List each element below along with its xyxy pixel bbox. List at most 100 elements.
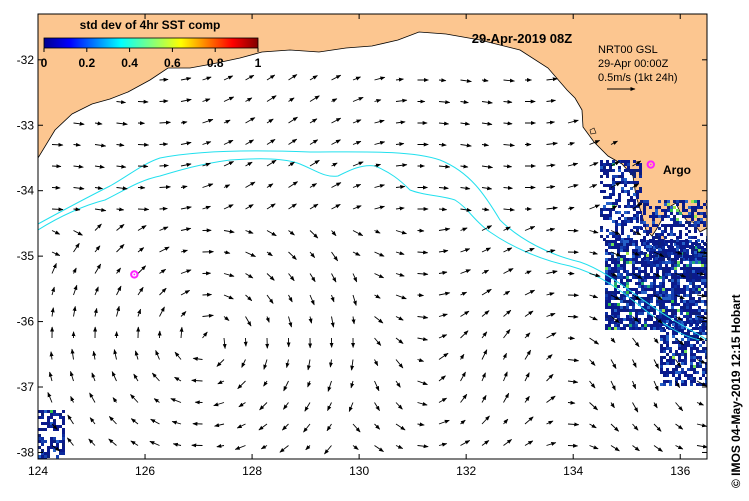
sst-pixel (681, 383, 684, 386)
sst-pixel (679, 254, 682, 257)
sst-pixel (62, 443, 65, 446)
sst-pixel (50, 425, 53, 428)
sst-pixel (662, 267, 665, 270)
sst-pixel (617, 309, 620, 312)
sst-pixel (611, 258, 614, 261)
sst-pixel (696, 335, 699, 338)
sst-pixel (621, 187, 624, 190)
sst-pixel (656, 321, 659, 324)
sst-pixel (668, 261, 671, 264)
sst-pixel (627, 211, 630, 214)
sst-pixel (680, 261, 683, 264)
sst-pixel (673, 233, 676, 236)
sst-pixel (659, 306, 662, 309)
sst-pixel (669, 359, 672, 362)
sst-pixel (677, 282, 680, 285)
sst-pixel (681, 362, 684, 365)
sst-pixel (662, 315, 665, 318)
sst-pixel (699, 350, 702, 353)
sst-pixel (627, 202, 630, 205)
sst-pixel (682, 209, 685, 212)
sst-pixel (683, 303, 686, 306)
sst-pixel (701, 279, 704, 282)
sst-pixel (664, 254, 667, 257)
sst-pixel (700, 221, 703, 224)
sst-pixel (702, 323, 705, 326)
sst-pixel (683, 273, 686, 276)
sst-pixel (697, 206, 700, 209)
sst-pixel (53, 413, 56, 416)
sst-pixel (635, 243, 638, 246)
sst-pixel (701, 300, 704, 303)
sst-pixel (696, 371, 699, 374)
sst-pixel (620, 327, 623, 330)
sst-pixel (633, 193, 636, 196)
sst-pixel (650, 264, 653, 267)
sst-pixel (665, 270, 668, 273)
sst-pixel (667, 233, 670, 236)
sst-pixel (643, 230, 646, 233)
sst-pixel (639, 172, 642, 175)
sst-pixel (635, 255, 638, 258)
sst-pixel (603, 214, 606, 217)
sst-pixel (632, 288, 635, 291)
sst-pixel (626, 261, 629, 264)
sst-pixel (661, 242, 664, 245)
lon-tick-label: 134 (563, 464, 583, 478)
sst-pixel (629, 321, 632, 324)
sst-pixel (620, 255, 623, 258)
sst-pixel (672, 332, 675, 335)
sst-pixel (650, 276, 653, 279)
sst-pixel (684, 359, 687, 362)
sst-pixel (638, 309, 641, 312)
sst-pixel (624, 184, 627, 187)
lat-tick-label: -36 (17, 315, 35, 329)
sst-pixel (699, 377, 702, 380)
sst-pixel (670, 218, 673, 221)
sst-pixel (692, 285, 695, 288)
sst-pixel (698, 285, 701, 288)
sst-pixel (618, 205, 621, 208)
sst-pixel (684, 347, 687, 350)
colorbar-gradient (44, 38, 258, 48)
sst-pixel (646, 203, 649, 206)
sst-pixel (623, 267, 626, 270)
sst-pixel (50, 437, 53, 440)
sst-pixel (605, 303, 608, 306)
sst-pixel (671, 279, 674, 282)
sst-pixel (663, 341, 666, 344)
sst-pixel (653, 288, 656, 291)
sst-pixel (608, 252, 611, 255)
sst-pixel (626, 243, 629, 246)
sst-pixel (660, 356, 663, 359)
sst-pixel (639, 175, 642, 178)
sst-pixel (644, 321, 647, 324)
sst-pixel (633, 226, 636, 229)
sst-pixel (663, 347, 666, 350)
sst-pixel (670, 224, 673, 227)
sst-pixel (621, 172, 624, 175)
sst-pixel (638, 300, 641, 303)
sst-pixel (678, 371, 681, 374)
sst-pixel (611, 321, 614, 324)
sst-pixel (611, 312, 614, 315)
sst-pixel (618, 166, 621, 169)
sst-pixel (666, 353, 669, 356)
sst-pixel (617, 243, 620, 246)
sst-pixel (623, 270, 626, 273)
sst-pixel (667, 203, 670, 206)
sst-pixel (663, 383, 666, 386)
sst-pixel (600, 181, 603, 184)
sst-pixel (617, 303, 620, 306)
sst-pixel (690, 359, 693, 362)
sst-pixel (677, 288, 680, 291)
lon-tick-label: 132 (456, 464, 476, 478)
sst-pixel (663, 329, 666, 332)
sst-pixel (635, 240, 638, 243)
sst-pixel (687, 377, 690, 380)
sst-pixel (686, 279, 689, 282)
sst-pixel (650, 282, 653, 285)
sst-pixel (653, 321, 656, 324)
sst-pixel (698, 279, 701, 282)
sst-pixel (693, 359, 696, 362)
